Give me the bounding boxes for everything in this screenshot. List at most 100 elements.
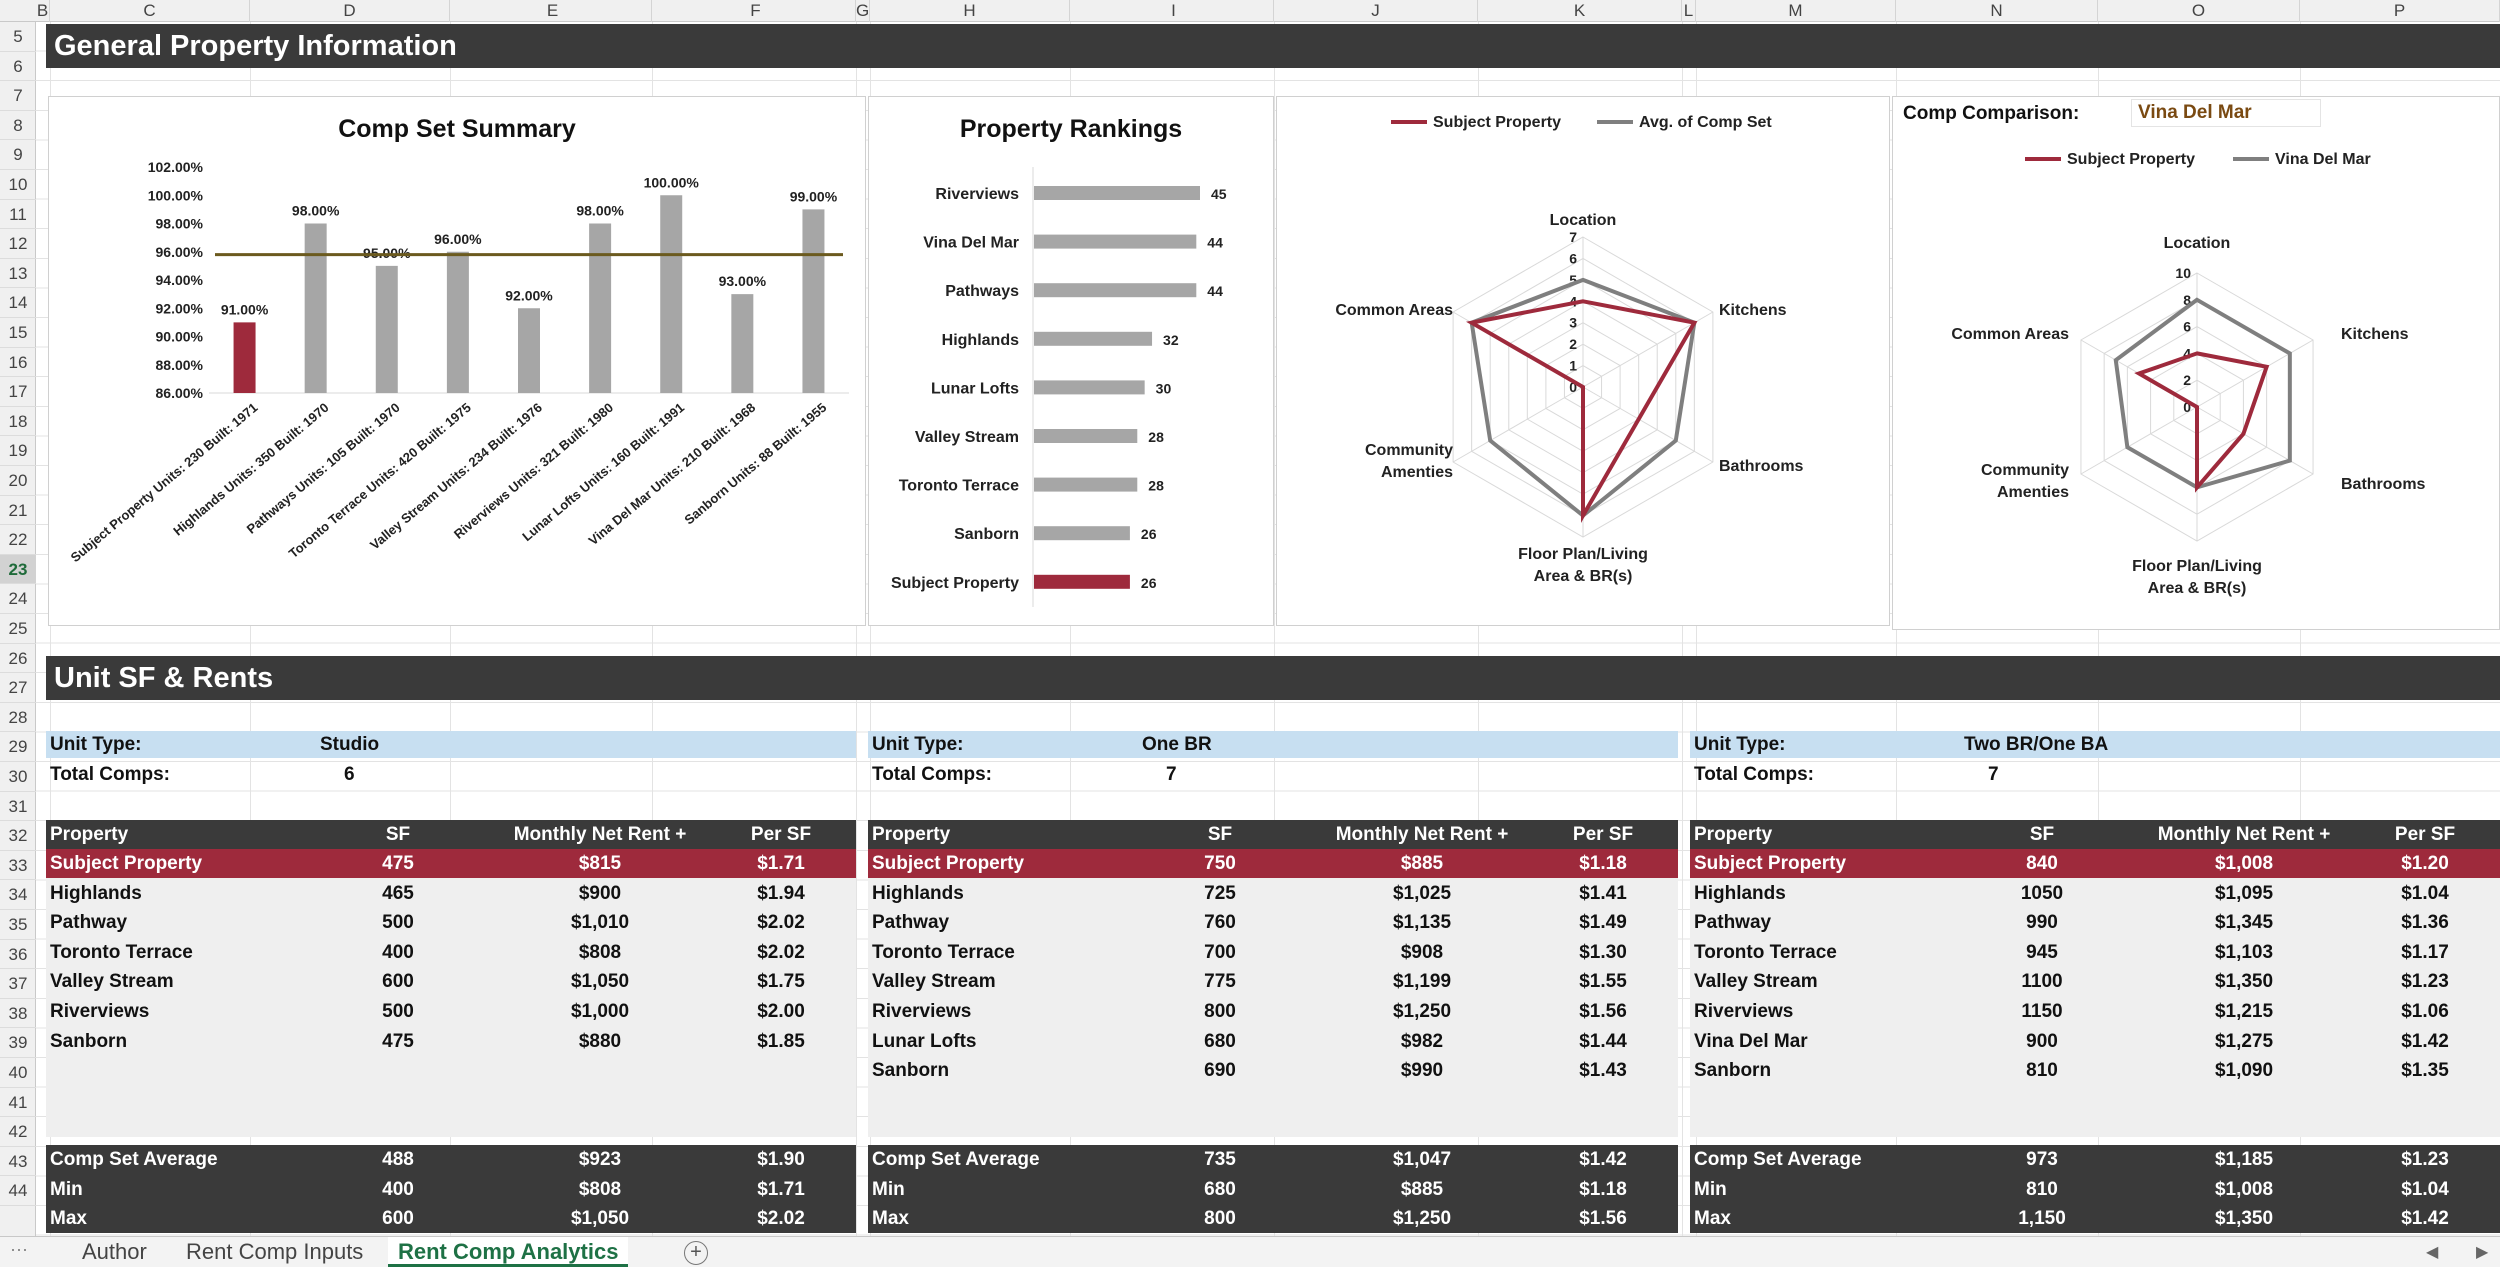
- row-header[interactable]: 15: [0, 318, 36, 348]
- radar-chart-comp-set[interactable]: 0 1 2 3 4 5 6 7 Location Kitchens Bathrooms Floor P…: [1276, 96, 1890, 626]
- row-header[interactable]: 38: [0, 999, 36, 1029]
- table-row[interactable]: Highlands 465 $900 $1.94: [46, 879, 856, 908]
- column-header[interactable]: E: [454, 0, 652, 22]
- row-header[interactable]: 24: [0, 584, 36, 614]
- table-header[interactable]: Property SF Monthly Net Rent + Per SF: [1690, 820, 2500, 849]
- summary-row[interactable]: Min 810 $1,008 $1.04: [1690, 1175, 2500, 1204]
- summary-row[interactable]: Comp Set Average 488 $923 $1.90: [46, 1145, 856, 1174]
- row-header[interactable]: 5: [0, 22, 36, 52]
- table-row[interactable]: Pathway 990 $1,345 $1.36: [1690, 908, 2500, 937]
- table-row-subject[interactable]: Subject Property 750 $885 $1.18: [868, 849, 1678, 878]
- table-row[interactable]: Sanborn 810 $1,090 $1.35: [1690, 1056, 2500, 1085]
- table-row[interactable]: Pathway 500 $1,010 $2.02: [46, 908, 856, 937]
- table-row[interactable]: Sanborn 690 $990 $1.43: [868, 1056, 1678, 1085]
- column-header[interactable]: F: [656, 0, 856, 22]
- column-header[interactable]: J: [1274, 0, 1478, 22]
- column-header[interactable]: L: [1682, 0, 1696, 22]
- row-header[interactable]: 40: [0, 1058, 36, 1088]
- row-header[interactable]: 27: [0, 673, 36, 703]
- row-header[interactable]: 34: [0, 880, 36, 910]
- row-header[interactable]: 28: [0, 703, 36, 733]
- table-row[interactable]: Pathway 760 $1,135 $1.49: [868, 908, 1678, 937]
- row-header[interactable]: 13: [0, 259, 36, 289]
- row-header[interactable]: 20: [0, 466, 36, 496]
- column-header[interactable]: I: [1074, 0, 1274, 22]
- table-row[interactable]: Lunar Lofts 680 $982 $1.44: [868, 1027, 1678, 1056]
- tab-rent-comp-inputs[interactable]: Rent Comp Inputs: [186, 1239, 364, 1264]
- row-header[interactable]: 32: [0, 821, 36, 851]
- total-comps-row[interactable]: Total Comps: 7: [1690, 761, 2500, 788]
- table-row[interactable]: Highlands 1050 $1,095 $1.04: [1690, 879, 2500, 908]
- column-header[interactable]: N: [1896, 0, 2098, 22]
- column-header[interactable]: B: [36, 0, 50, 22]
- total-comps-row[interactable]: Total Comps: 7: [868, 761, 1678, 788]
- column-header[interactable]: O: [2098, 0, 2300, 22]
- column-header[interactable]: D: [250, 0, 450, 22]
- row-header[interactable]: 8: [0, 111, 36, 141]
- column-header[interactable]: M: [1696, 0, 1896, 22]
- add-sheet-icon[interactable]: +: [684, 1241, 708, 1265]
- table-row-subject[interactable]: Subject Property 840 $1,008 $1.20: [1690, 849, 2500, 878]
- table-row[interactable]: Riverviews 500 $1,000 $2.00: [46, 997, 856, 1026]
- tab-rent-comp-analytics[interactable]: Rent Comp Analytics: [388, 1237, 629, 1267]
- column-header[interactable]: C: [50, 0, 250, 22]
- summary-row[interactable]: Max 800 $1,250 $1.56: [868, 1204, 1678, 1233]
- table-row[interactable]: Toronto Terrace 400 $808 $2.02: [46, 938, 856, 967]
- table-row[interactable]: Valley Stream 600 $1,050 $1.75: [46, 967, 856, 996]
- row-header[interactable]: 43: [0, 1147, 36, 1177]
- table-header[interactable]: Property SF Monthly Net Rent + Per SF: [868, 820, 1678, 849]
- row-header[interactable]: 16: [0, 348, 36, 378]
- summary-row[interactable]: Comp Set Average 973 $1,185 $1.23: [1690, 1145, 2500, 1174]
- row-header[interactable]: 30: [0, 762, 36, 792]
- row-header[interactable]: 26: [0, 644, 36, 674]
- unit-type-row[interactable]: Unit Type: One BR: [868, 731, 1678, 758]
- tab-scroll-icon[interactable]: ⋯: [10, 1240, 28, 1260]
- table-row[interactable]: Toronto Terrace 945 $1,103 $1.17: [1690, 938, 2500, 967]
- row-header[interactable]: 37: [0, 969, 36, 999]
- row-header[interactable]: 17: [0, 377, 36, 407]
- radar-chart-comp-comparison[interactable]: Comp Comparison: Vina Del Mar 0 2 4 6 8 10 Loc…: [1892, 96, 2500, 630]
- table-row-subject[interactable]: Subject Property 475 $815 $1.71: [46, 849, 856, 878]
- comp-comparison-dropdown[interactable]: Vina Del Mar: [2131, 99, 2321, 127]
- table-row[interactable]: Riverviews 1150 $1,215 $1.06: [1690, 997, 2500, 1026]
- row-header[interactable]: 10: [0, 170, 36, 200]
- table-row[interactable]: Riverviews 800 $1,250 $1.56: [868, 997, 1678, 1026]
- row-header[interactable]: 33: [0, 851, 36, 881]
- row-header[interactable]: 29: [0, 732, 36, 762]
- row-header[interactable]: 11: [0, 200, 36, 230]
- row-header[interactable]: 19: [0, 436, 36, 466]
- row-header[interactable]: 6: [0, 52, 36, 82]
- summary-row[interactable]: Min 400 $808 $1.71: [46, 1175, 856, 1204]
- unit-type-row[interactable]: Unit Type: Studio: [46, 731, 856, 758]
- property-rankings-chart[interactable]: Property Rankings Riverviews 45 Vina Del M…: [868, 96, 1274, 626]
- row-header[interactable]: 44: [0, 1176, 36, 1206]
- table-header[interactable]: Property SF Monthly Net Rent + Per SF: [46, 820, 856, 849]
- row-header[interactable]: 21: [0, 496, 36, 526]
- row-header[interactable]: 9: [0, 140, 36, 170]
- row-header[interactable]: 36: [0, 940, 36, 970]
- row-header[interactable]: 18: [0, 407, 36, 437]
- row-header[interactable]: 31: [0, 792, 36, 822]
- scroll-left-icon[interactable]: ◀: [2426, 1244, 2439, 1261]
- table-row[interactable]: Valley Stream 775 $1,199 $1.55: [868, 967, 1678, 996]
- column-header[interactable]: K: [1478, 0, 1682, 22]
- table-row[interactable]: Sanborn 475 $880 $1.85: [46, 1027, 856, 1056]
- row-header[interactable]: 25: [0, 614, 36, 644]
- unit-type-row[interactable]: Unit Type: Two BR/One BA: [1690, 731, 2500, 758]
- table-row[interactable]: Highlands 725 $1,025 $1.41: [868, 879, 1678, 908]
- row-header[interactable]: 12: [0, 229, 36, 259]
- table-row[interactable]: Vina Del Mar 900 $1,275 $1.42: [1690, 1027, 2500, 1056]
- total-comps-row[interactable]: Total Comps: 6: [46, 761, 856, 788]
- column-header[interactable]: H: [870, 0, 1070, 22]
- table-row[interactable]: Valley Stream 1100 $1,350 $1.23: [1690, 967, 2500, 996]
- row-header[interactable]: 41: [0, 1088, 36, 1118]
- row-header[interactable]: 14: [0, 288, 36, 318]
- column-header[interactable]: P: [2300, 0, 2500, 22]
- row-header[interactable]: 39: [0, 1028, 36, 1058]
- summary-row[interactable]: Max 1,150 $1,350 $1.42: [1690, 1204, 2500, 1233]
- summary-row[interactable]: Comp Set Average 735 $1,047 $1.42: [868, 1145, 1678, 1174]
- row-header[interactable]: 22: [0, 525, 36, 555]
- row-headers[interactable]: 5 6 7 8 9 10 11 12 13 14 15 16 17 18 19 20 21 22 23 24 25 26 2…: [0, 22, 36, 1236]
- row-header[interactable]: 7: [0, 81, 36, 111]
